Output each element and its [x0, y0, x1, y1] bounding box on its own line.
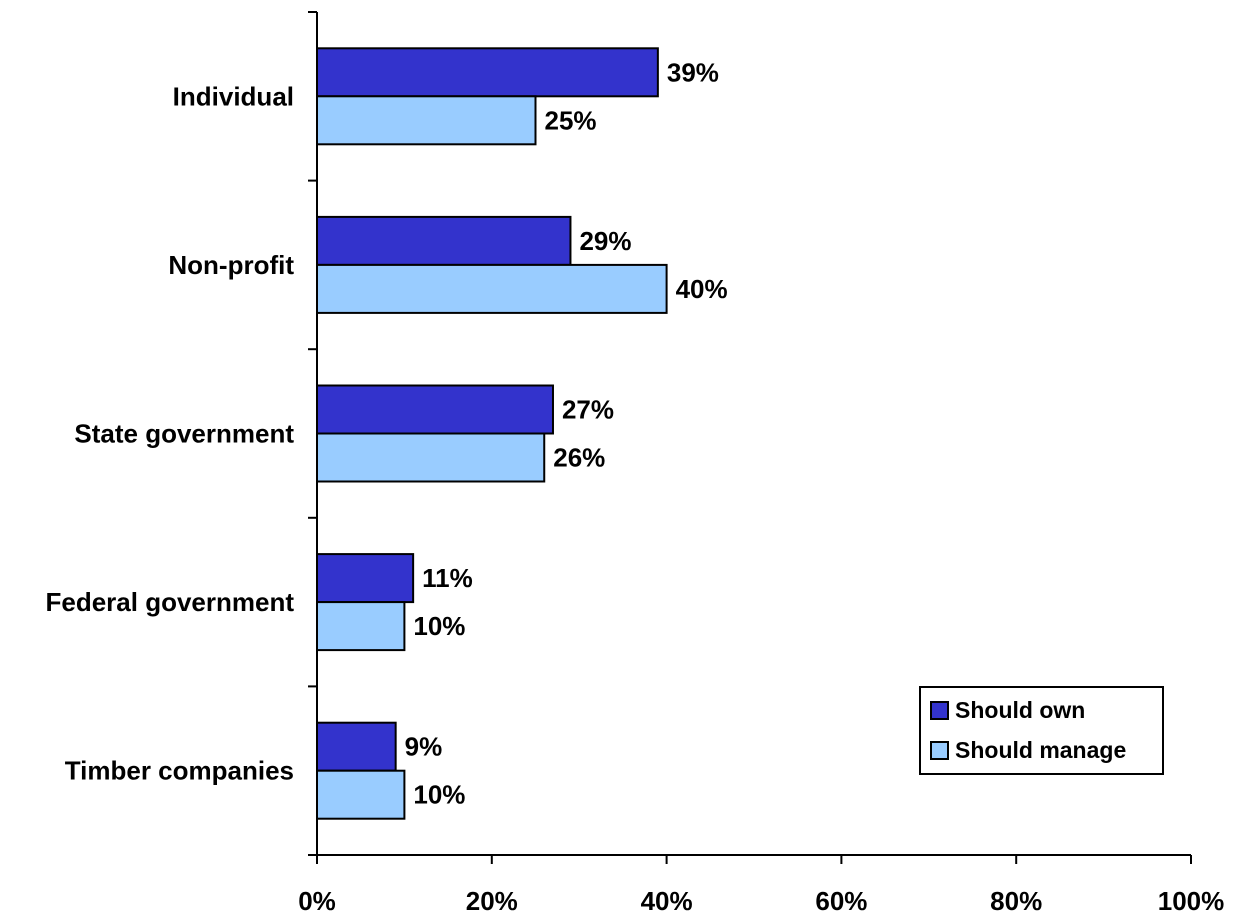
category-label: State government	[74, 419, 294, 449]
data-label: 10%	[413, 611, 465, 641]
data-label: 10%	[413, 780, 465, 810]
plot-area: 0% 20% 40% 60% 80% 100% Individual 39% 25% Non-pr…	[45, 11, 1225, 916]
bar-should-own	[316, 384, 554, 435]
bar-should-manage	[316, 95, 537, 146]
category-label: Federal government	[45, 587, 294, 617]
data-label: 9%	[405, 732, 443, 762]
data-label: 40%	[676, 274, 728, 304]
legend-label: Should own	[955, 697, 1085, 723]
data-label: 25%	[545, 105, 597, 135]
x-tick-label: 0%	[298, 886, 336, 916]
x-tick-label: 40%	[641, 886, 693, 916]
legend-label: Should manage	[955, 737, 1126, 763]
x-tick-label: 20%	[466, 886, 518, 916]
category-label: Non-profit	[168, 250, 294, 280]
bar-should-own	[316, 721, 397, 772]
legend: Should own Should manage	[919, 686, 1164, 775]
legend-box	[919, 686, 1164, 775]
bar-should-manage	[316, 263, 668, 314]
bar-should-manage	[316, 769, 406, 820]
bar-should-own	[316, 215, 572, 266]
data-label: 39%	[667, 57, 719, 87]
bar-should-own	[316, 553, 415, 604]
bar-should-own	[316, 47, 659, 98]
bar-should-manage	[316, 432, 546, 483]
data-label: 11%	[422, 563, 473, 593]
data-label: 26%	[553, 443, 605, 473]
x-tick-label: 80%	[990, 886, 1042, 916]
category-label: Individual	[173, 81, 294, 111]
legend-swatch	[930, 741, 949, 760]
legend-swatch	[930, 701, 949, 720]
x-tick-label: 60%	[815, 886, 867, 916]
x-tick-label: 100%	[1158, 886, 1225, 916]
category-label: Timber companies	[65, 756, 294, 786]
bar-should-manage	[316, 601, 406, 652]
data-label: 27%	[562, 395, 614, 425]
data-label: 29%	[579, 226, 631, 256]
